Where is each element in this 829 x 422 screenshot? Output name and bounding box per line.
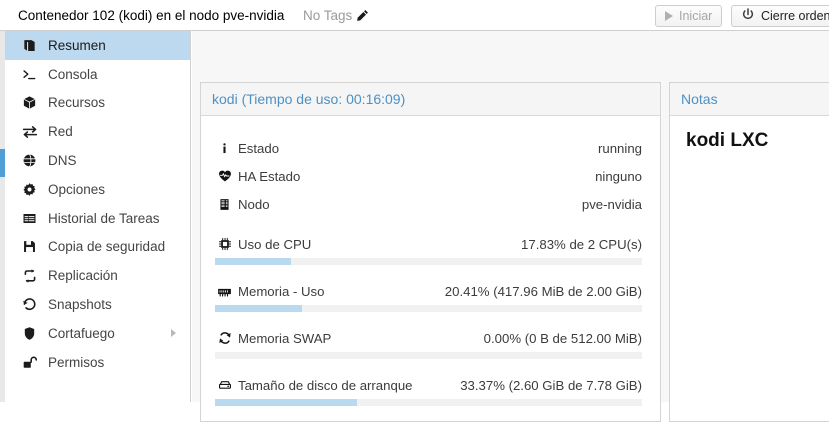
floppy-disk-icon (22, 239, 40, 254)
page-title: Contenedor 102 (kodi) en el nodo pve-nvi… (18, 8, 285, 23)
globe-icon (22, 153, 40, 168)
terminal-icon (22, 67, 40, 82)
server-icon (215, 198, 234, 211)
status-panel-title: kodi (Tiempo de uso: 00:16:09) (201, 83, 660, 116)
cpu-progress-fill (215, 258, 292, 265)
status-row-label: Nodo (238, 196, 270, 212)
sidebar-item-label: Replicación (48, 268, 118, 284)
shield-icon (22, 326, 40, 341)
swap-refresh-icon (215, 331, 234, 345)
metric-row-value: 17.83% de 2 CPU(s) (521, 236, 642, 252)
sidebar-item-opciones[interactable]: Opciones (5, 175, 190, 204)
sidebar-item-label: Snapshots (48, 297, 112, 313)
sidebar-item-label: Copia de seguridad (48, 239, 166, 255)
sidebar-item-recursos[interactable]: Recursos (5, 89, 190, 118)
sidebar-item-red[interactable]: Red (5, 117, 190, 146)
status-rows: Estado running HA Estado ninguno (201, 128, 660, 406)
notes-text: kodi LXC (686, 130, 769, 151)
list-icon (22, 211, 40, 226)
status-row-ha-estado: HA Estado ninguno (215, 162, 642, 190)
tags-control[interactable]: No Tags (303, 8, 369, 23)
sidebar-item-label: Permisos (48, 354, 105, 370)
status-row-label: HA Estado (238, 168, 301, 184)
metric-row-label: Memoria SWAP (238, 330, 332, 346)
notes-panel-body[interactable]: kodi LXC (670, 116, 829, 166)
power-icon (741, 7, 755, 25)
sidebar-item-label: Consola (48, 66, 98, 82)
sidebar-nav: Resumen Consola Recursos Red (5, 31, 191, 402)
main-content: kodi (Tiempo de uso: 00:16:09) Estado ru… (192, 31, 829, 422)
sidebar-item-label: Cortafuego (48, 325, 115, 341)
play-icon (665, 11, 673, 21)
status-row-value: ninguno (595, 168, 642, 184)
metric-row-value: 20.41% (417.96 MiB de 2.00 GiB) (444, 283, 642, 299)
sidebar-item-snapshots[interactable]: Snapshots (5, 290, 190, 319)
info-icon (215, 142, 234, 155)
status-row-value: running (598, 140, 642, 156)
metric-row-memoria: Memoria - Uso 20.41% (417.96 MiB de 2.00… (215, 277, 642, 305)
scrollbar-thumb[interactable] (0, 149, 5, 177)
heartbeat-icon (215, 169, 234, 183)
notes-panel-title: Notas (670, 83, 829, 116)
sidebar-item-label: Opciones (48, 181, 106, 197)
disk-progress-fill (215, 399, 358, 406)
metric-row-label: Memoria - Uso (238, 283, 325, 299)
sidebar-item-label: Red (48, 124, 73, 140)
book-icon (22, 38, 40, 53)
sidebar-item-copia-de-seguridad[interactable]: Copia de seguridad (5, 233, 190, 262)
status-panel-body: Estado running HA Estado ninguno (201, 116, 660, 406)
metric-row-label: Uso de CPU (238, 236, 312, 252)
memory-progress-fill (215, 305, 303, 312)
top-bar: Contenedor 102 (kodi) en el nodo pve-nvi… (0, 0, 829, 31)
sidebar-item-label: Recursos (48, 95, 106, 111)
pencil-icon[interactable] (356, 9, 369, 22)
disk-progress-bar (215, 399, 642, 406)
sidebar-item-replicacion[interactable]: Replicación (5, 261, 190, 290)
sidebar-item-label: Resumen (48, 37, 106, 53)
sidebar-item-consola[interactable]: Consola (5, 60, 190, 89)
cpu-chip-icon (215, 237, 234, 251)
tags-label: No Tags (303, 8, 353, 23)
status-row-estado: Estado running (215, 134, 642, 162)
unlock-icon (22, 355, 40, 370)
shutdown-button[interactable]: Cierre ordenado (731, 5, 829, 27)
metric-row-label: Tamaño de disco de arranque (238, 377, 413, 393)
shutdown-button-label: Cierre ordenado (761, 9, 829, 23)
hard-disk-icon (215, 378, 234, 392)
memory-progress-bar (215, 305, 642, 312)
network-arrows-icon (22, 124, 40, 140)
sidebar-item-label: Historial de Tareas (48, 210, 160, 226)
status-row-label: Estado (238, 140, 280, 156)
chevron-right-icon (171, 329, 176, 338)
start-button-label: Iniciar (679, 9, 713, 23)
cpu-progress-bar (215, 258, 642, 265)
sidebar-item-permisos[interactable]: Permisos (5, 348, 190, 377)
replication-arrows-icon (22, 268, 40, 284)
sidebar-item-label: DNS (48, 153, 77, 169)
status-row-nodo: Nodo pve-nvidia (215, 190, 642, 218)
memory-icon (215, 284, 234, 299)
sidebar-item-cortafuego[interactable]: Cortafuego (5, 319, 190, 348)
metric-row-value: 33.37% (2.60 GiB de 7.78 GiB) (460, 377, 642, 393)
metric-row-value: 0.00% (0 B de 512.00 MiB) (483, 330, 642, 346)
status-panel: kodi (Tiempo de uso: 00:16:09) Estado ru… (200, 82, 661, 422)
sidebar-item-dns[interactable]: DNS (5, 146, 190, 175)
metric-row-disco: Tamaño de disco de arranque 33.37% (2.60… (215, 371, 642, 399)
left-edge-scrollbar[interactable] (0, 31, 5, 402)
metric-row-swap: Memoria SWAP 0.00% (0 B de 512.00 MiB) (215, 324, 642, 352)
sidebar-item-historial-de-tareas[interactable]: Historial de Tareas (5, 204, 190, 233)
cube-icon (22, 95, 40, 110)
notes-panel: Notas kodi LXC (669, 82, 829, 422)
history-clock-icon (22, 297, 40, 312)
start-button[interactable]: Iniciar (655, 5, 723, 27)
sidebar-item-resumen[interactable]: Resumen (5, 31, 190, 60)
gear-icon (22, 182, 40, 197)
status-row-value: pve-nvidia (581, 196, 642, 212)
metric-row-cpu: Uso de CPU 17.83% de 2 CPU(s) (215, 230, 642, 258)
swap-progress-bar (215, 352, 642, 359)
